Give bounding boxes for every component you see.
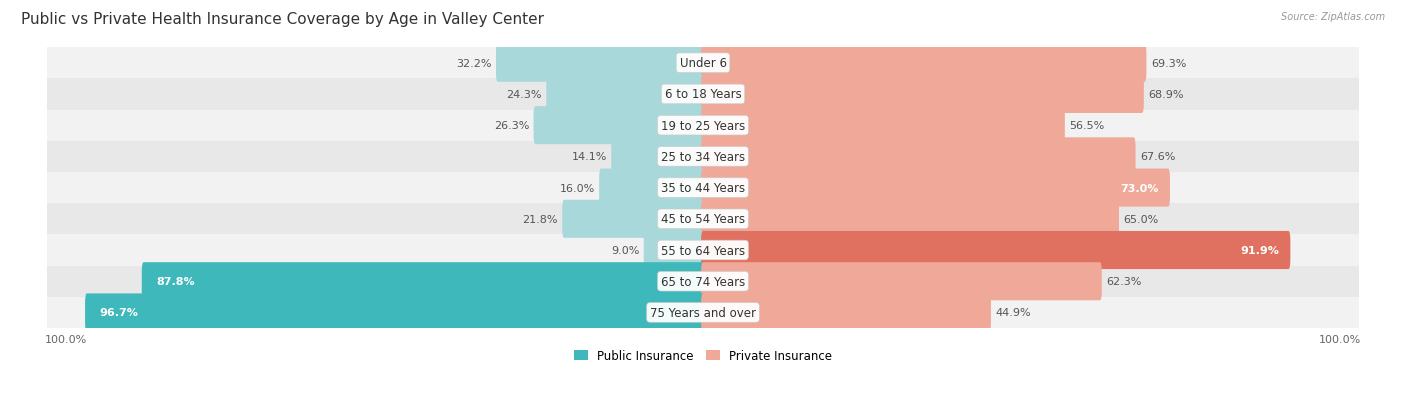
Text: 75 Years and over: 75 Years and over — [650, 306, 756, 319]
FancyBboxPatch shape — [702, 76, 1144, 114]
Text: 44.9%: 44.9% — [995, 308, 1031, 318]
Text: 19 to 25 Years: 19 to 25 Years — [661, 119, 745, 132]
FancyBboxPatch shape — [142, 263, 704, 301]
Text: 65 to 74 Years: 65 to 74 Years — [661, 275, 745, 288]
Text: 68.9%: 68.9% — [1149, 90, 1184, 100]
Text: 21.8%: 21.8% — [522, 214, 558, 224]
FancyBboxPatch shape — [46, 297, 1360, 328]
Text: 91.9%: 91.9% — [1240, 245, 1279, 255]
Text: 26.3%: 26.3% — [494, 121, 529, 131]
Text: 96.7%: 96.7% — [100, 308, 139, 318]
Text: 35 to 44 Years: 35 to 44 Years — [661, 182, 745, 195]
Text: 55 to 64 Years: 55 to 64 Years — [661, 244, 745, 257]
Text: 69.3%: 69.3% — [1152, 59, 1187, 69]
Text: Under 6: Under 6 — [679, 57, 727, 70]
FancyBboxPatch shape — [562, 200, 704, 238]
Text: 14.1%: 14.1% — [571, 152, 607, 162]
Text: 65.0%: 65.0% — [1123, 214, 1159, 224]
FancyBboxPatch shape — [702, 138, 1136, 176]
Text: 56.5%: 56.5% — [1070, 121, 1105, 131]
FancyBboxPatch shape — [46, 48, 1360, 79]
FancyBboxPatch shape — [644, 231, 704, 269]
FancyBboxPatch shape — [702, 107, 1064, 145]
FancyBboxPatch shape — [702, 200, 1119, 238]
FancyBboxPatch shape — [46, 204, 1360, 235]
FancyBboxPatch shape — [702, 294, 991, 332]
FancyBboxPatch shape — [46, 141, 1360, 173]
Text: 62.3%: 62.3% — [1107, 277, 1142, 287]
FancyBboxPatch shape — [533, 107, 704, 145]
Text: 67.6%: 67.6% — [1140, 152, 1175, 162]
FancyBboxPatch shape — [86, 294, 704, 332]
FancyBboxPatch shape — [46, 235, 1360, 266]
Text: 25 to 34 Years: 25 to 34 Years — [661, 150, 745, 164]
Text: 73.0%: 73.0% — [1121, 183, 1159, 193]
FancyBboxPatch shape — [702, 231, 1291, 269]
Text: 24.3%: 24.3% — [506, 90, 541, 100]
Text: Source: ZipAtlas.com: Source: ZipAtlas.com — [1281, 12, 1385, 22]
Text: 45 to 54 Years: 45 to 54 Years — [661, 213, 745, 226]
FancyBboxPatch shape — [547, 76, 704, 114]
FancyBboxPatch shape — [46, 110, 1360, 141]
FancyBboxPatch shape — [702, 263, 1102, 301]
Text: 9.0%: 9.0% — [612, 245, 640, 255]
Text: 6 to 18 Years: 6 to 18 Years — [665, 88, 741, 101]
Text: 32.2%: 32.2% — [456, 59, 492, 69]
FancyBboxPatch shape — [496, 45, 704, 83]
Text: Public vs Private Health Insurance Coverage by Age in Valley Center: Public vs Private Health Insurance Cover… — [21, 12, 544, 27]
FancyBboxPatch shape — [599, 169, 704, 207]
FancyBboxPatch shape — [612, 138, 704, 176]
Text: 87.8%: 87.8% — [156, 277, 195, 287]
FancyBboxPatch shape — [46, 79, 1360, 110]
FancyBboxPatch shape — [702, 45, 1146, 83]
Legend: Public Insurance, Private Insurance: Public Insurance, Private Insurance — [569, 345, 837, 367]
FancyBboxPatch shape — [46, 266, 1360, 297]
FancyBboxPatch shape — [702, 169, 1170, 207]
FancyBboxPatch shape — [46, 173, 1360, 204]
Text: 16.0%: 16.0% — [560, 183, 595, 193]
